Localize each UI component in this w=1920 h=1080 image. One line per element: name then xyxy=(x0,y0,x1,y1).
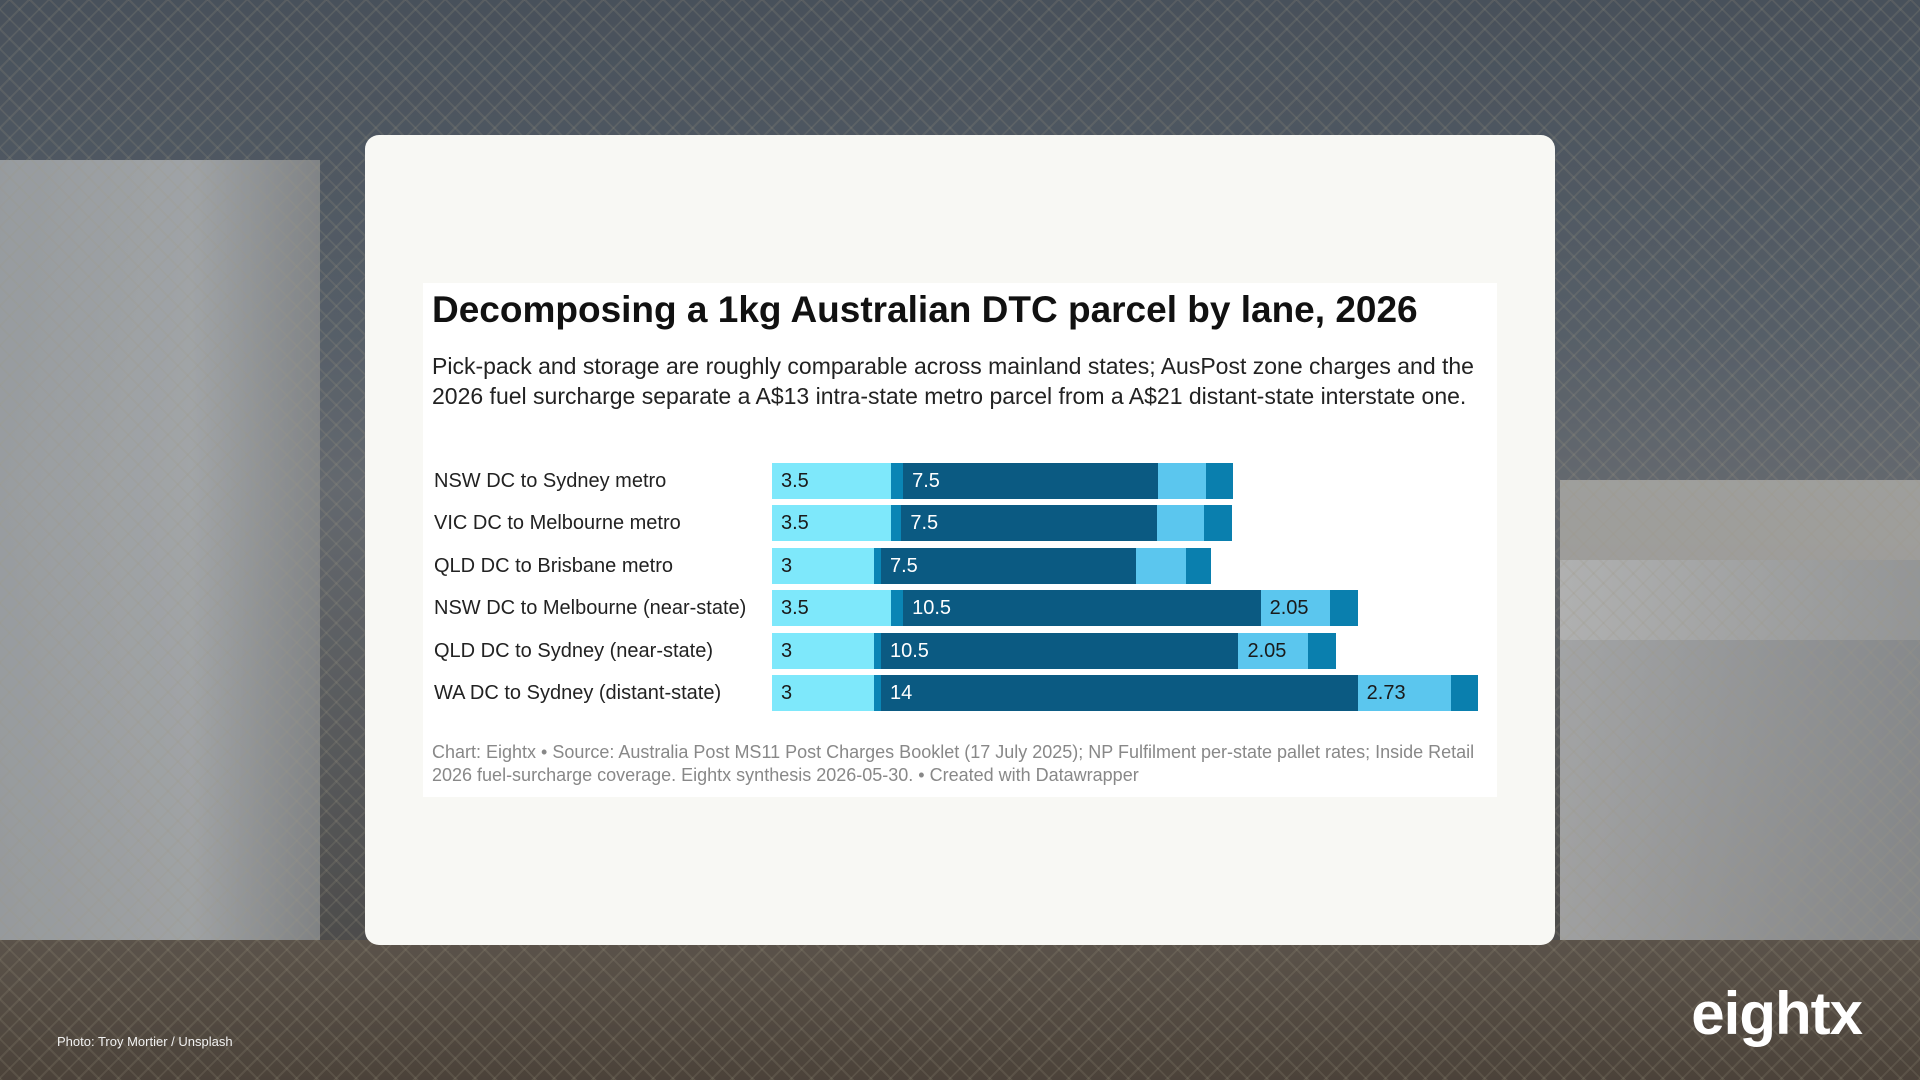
bar-segment xyxy=(880,547,1137,584)
chart-card: Decomposing a 1kg Australian DTC parcel … xyxy=(365,135,1555,945)
bar-segment xyxy=(1450,675,1478,711)
category-label: QLD DC to Sydney (near-state) xyxy=(434,639,713,662)
chart-subtitle: Pick-pack and storage are roughly compar… xyxy=(432,353,1474,409)
chart-title: Decomposing a 1kg Australian DTC parcel … xyxy=(432,289,1418,330)
bar-segment xyxy=(1238,632,1309,669)
bar-segment xyxy=(772,632,875,669)
data-label: 7.5 xyxy=(910,512,939,535)
photo-credit: Photo: Troy Mortier / Unsplash xyxy=(57,1034,233,1049)
data-label: 7.5 xyxy=(889,554,918,577)
bar-segment xyxy=(903,463,1159,499)
bar-segment xyxy=(874,675,881,711)
data-label: 3 xyxy=(781,682,793,704)
data-label: 14 xyxy=(889,682,913,704)
bar-segment xyxy=(1308,632,1336,669)
bar-segment xyxy=(1204,505,1232,542)
bar-segment xyxy=(772,505,892,542)
bar-segment xyxy=(1357,675,1451,711)
bar-segment xyxy=(772,675,875,711)
bar-segment xyxy=(891,590,904,627)
data-label: 3 xyxy=(781,639,793,662)
category-label: WA DC to Sydney (distant-state) xyxy=(434,682,722,704)
category-label: QLD DC to Brisbane metro xyxy=(434,554,673,577)
bar-segment xyxy=(901,505,1157,542)
bar-segment xyxy=(880,632,1239,669)
data-label: 7.5 xyxy=(912,470,940,492)
bar-segment xyxy=(772,590,892,627)
data-label: 3 xyxy=(781,554,793,577)
bar-segment xyxy=(1206,463,1234,499)
data-label: 10.5 xyxy=(912,597,952,620)
bar-segment xyxy=(1330,590,1358,627)
bar-segment xyxy=(874,547,881,584)
eightx-logo: eightx xyxy=(1691,980,1863,1047)
category-label: NSW DC to Sydney metro xyxy=(434,470,667,492)
category-label: NSW DC to Melbourne (near-state) xyxy=(434,597,747,620)
bar-segment xyxy=(891,463,904,499)
bar-segment xyxy=(874,632,881,669)
ground-shape xyxy=(0,940,1920,1080)
bar-segment xyxy=(772,463,892,499)
data-label: 2.73 xyxy=(1366,682,1406,704)
category-label: VIC DC to Melbourne metro xyxy=(434,512,681,535)
trailer-shape xyxy=(0,160,320,1080)
bar-segment xyxy=(1185,547,1212,584)
data-label: 2.05 xyxy=(1269,597,1309,620)
bar-segment xyxy=(880,675,1358,711)
data-label: 3.5 xyxy=(781,512,809,535)
chart-panel: Decomposing a 1kg Australian DTC parcel … xyxy=(423,283,1497,797)
bar-segment xyxy=(891,505,902,542)
bar-segment xyxy=(1158,463,1207,499)
data-label: 3.5 xyxy=(781,597,809,620)
bar-segment xyxy=(1136,547,1186,584)
trucks-shape xyxy=(1560,560,1920,960)
bar-segment xyxy=(772,547,875,584)
bar-segment xyxy=(1260,590,1331,627)
chart-footer: Chart: Eightx • Source: Australia Post M… xyxy=(432,742,1475,785)
bar-segment xyxy=(903,590,1261,627)
data-label: 3.5 xyxy=(781,470,809,492)
bar-segment xyxy=(1156,505,1205,542)
data-label: 10.5 xyxy=(889,639,929,662)
data-label: 2.05 xyxy=(1247,639,1287,662)
